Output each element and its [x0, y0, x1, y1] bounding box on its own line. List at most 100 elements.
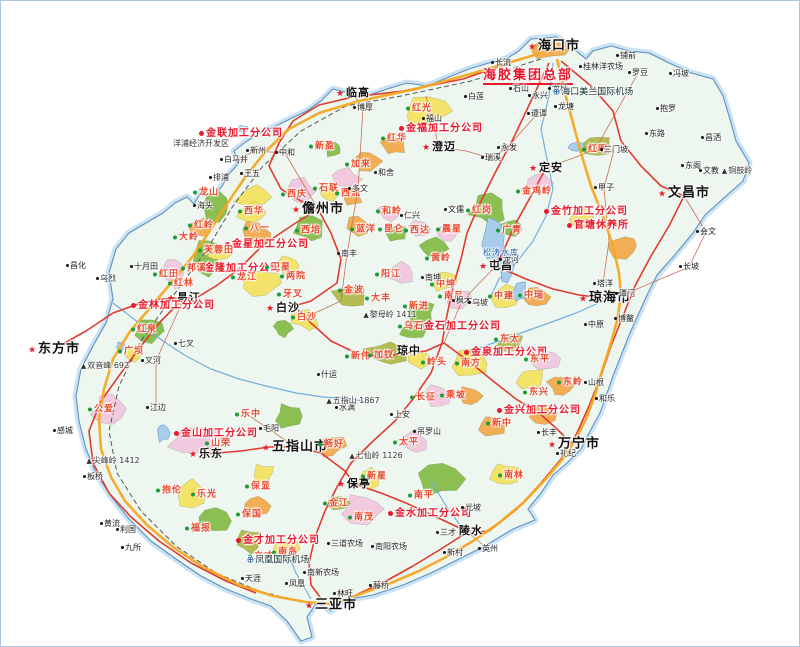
farm-dot-icon [517, 293, 522, 297]
peak-icon: ▲ [80, 362, 87, 370]
farm-label: 红华 [380, 134, 407, 144]
farm-label: 保显 [244, 482, 271, 492]
town-label: 抱罗 [656, 105, 676, 113]
farm-label: 东平 [523, 355, 550, 365]
town-name: 福山 [426, 114, 442, 123]
town-label: 博鳌 [614, 315, 634, 323]
town-label: 福山 [422, 115, 442, 123]
farm-name: 牙叉 [282, 289, 304, 300]
town-name: 长坡 [683, 262, 699, 271]
town-name: 叉河 [145, 356, 161, 365]
town-label: 山根 [584, 379, 604, 387]
farm-dot-icon [230, 275, 235, 279]
town-dot-icon [83, 475, 86, 478]
city-label: ★澄迈 [422, 141, 456, 153]
city-name: 三亚市 [315, 597, 358, 613]
town-name: 七叉 [178, 339, 194, 348]
town-dot-icon [443, 551, 446, 554]
town-label: 板桥 [83, 473, 103, 481]
town-name: 博厚 [357, 103, 373, 112]
city-label: ★海口市 [528, 40, 580, 53]
farm-name: 红泉 [136, 324, 158, 335]
city-star-icon: ★ [265, 304, 276, 314]
city-name: 琼中 [397, 344, 422, 357]
town-name: 文儒 [448, 205, 464, 214]
farm-label: 乌石 [397, 322, 424, 332]
farm-label: 红光 [405, 104, 432, 114]
town-name: 永兴 [532, 91, 548, 100]
farm-dot-icon [204, 441, 209, 445]
town-dot-icon [130, 265, 133, 268]
farm-label: 太平 [392, 438, 419, 448]
farm-dot-icon [344, 354, 349, 358]
city-star-icon: ★ [386, 347, 397, 357]
town-dot-icon [337, 252, 340, 255]
farm-label: 公爱 [87, 405, 114, 415]
town-name: 枫木 [456, 296, 472, 305]
town-name: 乌烈 [100, 274, 116, 283]
city-star-icon: ★ [448, 527, 459, 537]
town-dot-icon [333, 592, 336, 595]
town-label: 长丰 [537, 429, 557, 437]
city-label: ★临高 [336, 87, 370, 99]
farm-name: 东岭 [562, 377, 584, 388]
town-label: 南丰 [337, 250, 357, 258]
town-label: 多文 [348, 185, 368, 193]
farm-label: 西庆 [280, 190, 307, 200]
town-label: 文教 [699, 167, 719, 175]
town-label: 南阳农场 [371, 543, 407, 551]
town-dot-icon [371, 545, 374, 548]
city-name: 定安 [539, 161, 564, 174]
farm-name: 阳江 [380, 269, 402, 280]
airport-name: 海口美兰国际机场 [561, 87, 634, 98]
farm-name: 和岭 [381, 206, 403, 217]
farm-dot-icon [397, 324, 402, 328]
city-name: 文昌市 [668, 185, 711, 201]
town-label: 三道农场 [327, 540, 363, 548]
farm-dot-icon [380, 136, 385, 140]
farm-label: 畅好 [317, 439, 345, 450]
city-star-icon: ★ [188, 450, 199, 460]
town-name: 龙桥 [552, 84, 568, 93]
town-label: 新村 [443, 549, 463, 557]
farm-dot-icon [435, 227, 440, 231]
farm-name: 畅好 [323, 439, 345, 450]
town-label: 白莲 [464, 93, 484, 101]
farm-dot-icon [237, 209, 242, 213]
farm-label: 两院 [279, 272, 306, 282]
farm-name: 红岭 [193, 220, 215, 231]
farm-dot-icon [392, 440, 397, 444]
town-dot-icon [679, 265, 682, 268]
town-dot-icon [527, 112, 530, 115]
farm-dot-icon [485, 421, 490, 425]
farm-dot-icon [247, 554, 252, 558]
town-name: 甲子 [598, 183, 614, 192]
town-name: 藤桥 [373, 581, 389, 590]
town-name: 中和 [279, 148, 295, 157]
town-name: 白莲 [468, 92, 484, 101]
city-star-icon: ★ [657, 189, 668, 200]
town-name: 排浦 [213, 173, 229, 182]
town-label: 排浦 [209, 174, 229, 182]
town-name: 礼纪 [560, 449, 576, 458]
city-label: ★乐东 [189, 448, 223, 460]
town-label: 永发 [497, 144, 517, 152]
town-label: 王五 [240, 170, 260, 178]
town-dot-icon [556, 452, 559, 455]
farm-label: 广青 [495, 226, 522, 236]
farm-label: 加来 [344, 160, 371, 170]
farm-name: 立才 [253, 551, 275, 562]
farm-dot-icon [497, 473, 502, 477]
farm-dot-icon [515, 189, 520, 193]
town-label: 龙河 [499, 256, 519, 264]
town-dot-icon [614, 317, 617, 320]
city-name: 白沙 [276, 301, 301, 314]
city-star-icon: ★ [27, 345, 38, 356]
branch-name: 金山加工分公司 [181, 428, 258, 439]
farm-label: 长征 [409, 393, 436, 403]
town-dot-icon [600, 148, 603, 151]
farm-dot-icon [375, 209, 380, 213]
city-star-icon: ★ [421, 143, 432, 153]
